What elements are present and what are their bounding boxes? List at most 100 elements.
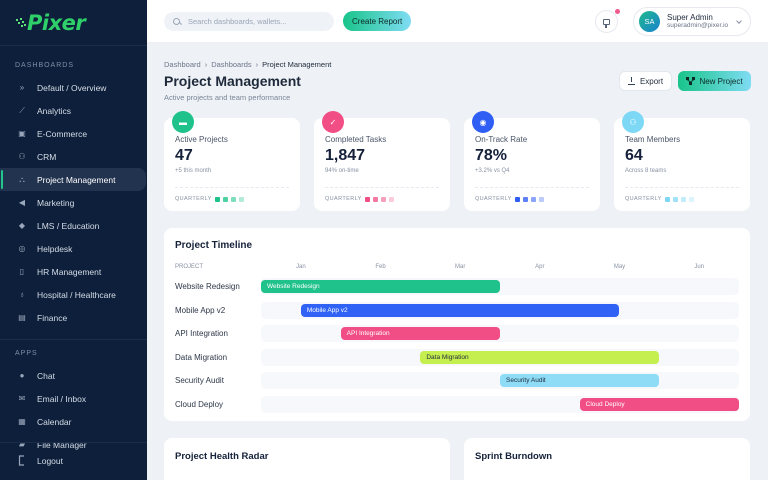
quarter-indicator bbox=[530, 196, 536, 202]
logout-icon bbox=[17, 455, 27, 466]
money-icon: ▤ bbox=[18, 313, 26, 322]
user-name: Super Admin bbox=[667, 13, 713, 23]
timeline-bar[interactable]: Cloud Deploy bbox=[579, 397, 739, 411]
sidebar-item-label: Chat bbox=[37, 370, 55, 381]
stat-value: 64 bbox=[625, 147, 643, 164]
sidebar-item-label: LMS / Education bbox=[37, 220, 100, 231]
sidebar: Pixer DASHBOARDS » Default / Overview ⟋ A… bbox=[0, 0, 147, 480]
logout-button[interactable]: Logout bbox=[0, 449, 146, 472]
export-button[interactable]: Export bbox=[619, 71, 672, 91]
new-project-label: New Project bbox=[699, 76, 743, 86]
sidebar-item-label: Analytics bbox=[37, 105, 72, 116]
bar-label: API Integration bbox=[346, 330, 390, 337]
monitor-icon bbox=[603, 18, 610, 28]
sidebar-item-marketing[interactable]: ◀ Marketing bbox=[0, 191, 146, 214]
timeline-bar[interactable]: Mobile App v2 bbox=[300, 303, 620, 317]
quarter-indicator bbox=[214, 196, 220, 202]
sidebar-item-label: Marketing bbox=[37, 197, 75, 208]
quarter-indicator bbox=[222, 196, 228, 202]
timeline-bar[interactable]: Website Redesign bbox=[261, 280, 500, 293]
folder-icon: ▬ bbox=[172, 111, 194, 133]
envelope-icon: ✉ bbox=[18, 394, 26, 403]
sidebar-item-label: E-Commerce bbox=[37, 128, 88, 139]
divider bbox=[0, 339, 147, 340]
timeline-bar[interactable]: API Integration bbox=[340, 327, 500, 340]
month-label: Apr bbox=[535, 264, 545, 270]
timeline-bar[interactable]: Data Migration bbox=[420, 350, 660, 364]
breadcrumb-item[interactable]: Dashboards bbox=[211, 60, 252, 69]
notifications-button[interactable] bbox=[595, 9, 620, 33]
quarter-indicator bbox=[230, 196, 236, 202]
sidebar-item-project-management[interactable]: ⛬ Project Management bbox=[0, 168, 146, 191]
sidebar-item-calendar[interactable]: ▦ Calendar bbox=[0, 410, 146, 433]
timeline-track: Security Audit bbox=[261, 372, 739, 389]
page-title: Project Management bbox=[164, 73, 301, 89]
logo-text: Pixer bbox=[27, 10, 86, 35]
logo[interactable]: Pixer bbox=[0, 0, 147, 46]
chat-icon: ● bbox=[19, 371, 25, 380]
sidebar-item-label: Helpdesk bbox=[37, 243, 73, 254]
project-name: Cloud Deploy bbox=[175, 399, 224, 409]
project-timeline-card: Project Timeline PROJECT Jan Feb Mar Apr May… bbox=[164, 228, 750, 421]
headset-icon: ◎ bbox=[18, 244, 26, 253]
stat-card-team-members: ⚇ Team Members 64 Across 8 teams QUARTER… bbox=[614, 111, 750, 211]
user-menu[interactable]: SA Super Admin superadmin@pixer.io bbox=[633, 7, 751, 36]
breadcrumb-item[interactable]: Dashboard bbox=[164, 60, 201, 69]
month-label: Feb bbox=[375, 264, 386, 270]
stat-period-label: QUARTERLY bbox=[175, 196, 212, 202]
sidebar-item-hr-management[interactable]: ▯ HR Management bbox=[0, 260, 146, 283]
breadcrumb-current: Project Management bbox=[262, 60, 332, 69]
new-project-button[interactable]: New Project bbox=[678, 71, 751, 91]
checklist-icon: ✓ bbox=[322, 111, 344, 133]
quarter-indicator bbox=[664, 196, 670, 202]
card-title: Sprint Burndown bbox=[475, 451, 553, 462]
stat-value: 47 bbox=[175, 147, 193, 164]
logo-pixel-icon bbox=[14, 17, 26, 29]
search-input[interactable]: Search dashboards, wallets... bbox=[164, 11, 334, 31]
month-label: Jun bbox=[694, 264, 704, 270]
sidebar-item-default-overview[interactable]: » Default / Overview bbox=[0, 76, 146, 99]
export-label: Export bbox=[639, 76, 664, 86]
timeline-row: API Integration API Integration bbox=[175, 325, 739, 343]
stat-label: Active Projects bbox=[175, 135, 228, 144]
sidebar-item-crm[interactable]: ⚇ CRM bbox=[0, 145, 146, 168]
chevron-down-icon bbox=[736, 18, 742, 24]
quarter-indicator bbox=[522, 196, 528, 202]
sidebar-item-lms-education[interactable]: ◆ LMS / Education bbox=[0, 214, 146, 237]
chart-line-icon: ⟋ bbox=[19, 105, 25, 115]
stat-value: 78% bbox=[475, 147, 508, 164]
project-name: API Integration bbox=[175, 329, 228, 338]
project-name: Mobile App v2 bbox=[175, 305, 226, 315]
create-report-button[interactable]: Create Report bbox=[343, 11, 412, 31]
stat-label: Completed Tasks bbox=[325, 135, 387, 144]
sidebar-item-finance[interactable]: ▤ Finance bbox=[0, 306, 146, 329]
target-icon: ◉ bbox=[472, 111, 494, 133]
stat-period-label: QUARTERLY bbox=[475, 196, 512, 202]
quarter-indicator bbox=[688, 196, 694, 202]
calendar-icon: ▦ bbox=[18, 417, 26, 426]
sidebar-item-label: HR Management bbox=[37, 266, 102, 277]
quarter-indicator bbox=[514, 196, 520, 202]
stat-subtext: Across 8 teams bbox=[625, 168, 667, 174]
graduation-cap-icon: ◆ bbox=[18, 221, 26, 230]
sidebar-item-helpdesk[interactable]: ◎ Helpdesk bbox=[0, 237, 146, 260]
quarter-indicator bbox=[680, 196, 686, 202]
users-icon: ⚇ bbox=[18, 152, 26, 161]
stat-subtext: +5 this month bbox=[175, 168, 212, 174]
stat-value: 1,847 bbox=[325, 147, 366, 164]
sidebar-item-analytics[interactable]: ⟋ Analytics bbox=[0, 99, 146, 122]
timeline-track: Website Redesign bbox=[261, 278, 739, 295]
sidebar-item-file-manager[interactable]: ▰ File Manager bbox=[0, 433, 146, 456]
megaphone-icon: ◀ bbox=[18, 198, 26, 207]
folder-open-icon: ▰ bbox=[18, 440, 26, 449]
bar-label: Cloud Deploy bbox=[585, 400, 625, 408]
sidebar-item-chat[interactable]: ● Chat bbox=[0, 364, 146, 387]
sidebar-item-email-inbox[interactable]: ✉ Email / Inbox bbox=[0, 387, 146, 410]
sidebar-item-hospital-healthcare[interactable]: ♁ Hospital / Healthcare bbox=[0, 283, 146, 306]
quarter-indicator bbox=[372, 196, 378, 202]
quarter-indicator bbox=[672, 196, 678, 202]
sidebar-item-e-commerce[interactable]: ▣ E-Commerce bbox=[0, 122, 146, 145]
stat-card-active-projects: ▬ Active Projects 47 +5 this month QUART… bbox=[164, 111, 300, 211]
timeline-bar[interactable]: Security Audit bbox=[500, 374, 660, 387]
stethoscope-icon: ♁ bbox=[19, 290, 25, 299]
